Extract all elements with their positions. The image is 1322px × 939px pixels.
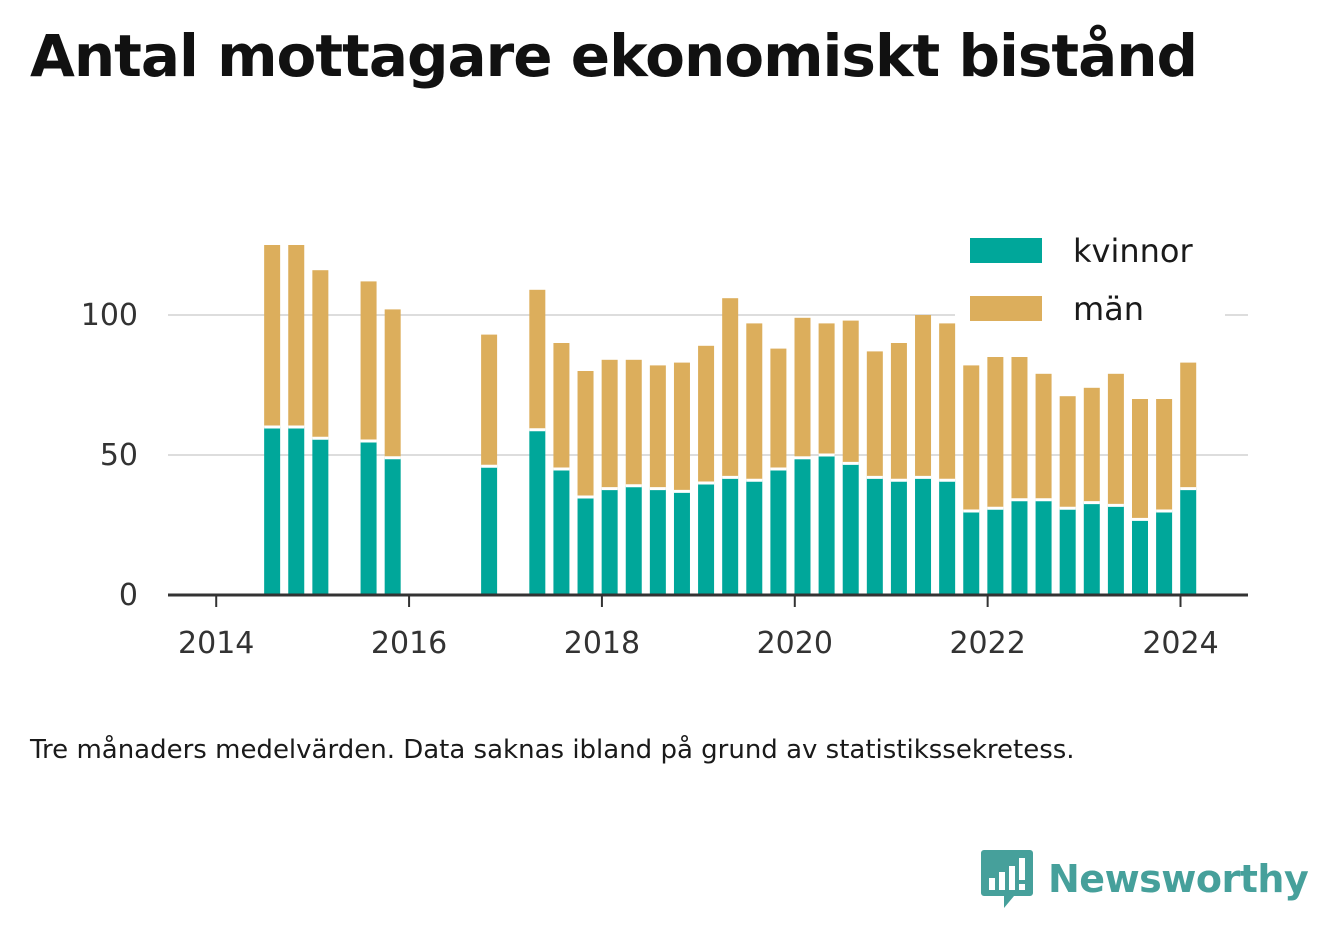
bars bbox=[264, 245, 1197, 595]
x-tick-label: 2024 bbox=[1142, 626, 1218, 661]
bar-kvinnor bbox=[529, 429, 546, 595]
bar-man bbox=[842, 320, 859, 464]
bar-man bbox=[649, 365, 666, 489]
bar-man bbox=[963, 365, 980, 511]
x-tick-label: 2018 bbox=[564, 626, 640, 661]
y-tick-label: 50 bbox=[100, 438, 138, 473]
bar-kvinnor bbox=[649, 488, 666, 595]
bar-man bbox=[722, 298, 739, 478]
x-tick-label: 2022 bbox=[949, 626, 1025, 661]
bar-man bbox=[939, 323, 956, 481]
bar-man bbox=[312, 270, 329, 439]
bar-kvinnor bbox=[1107, 505, 1124, 595]
bar-man bbox=[1011, 357, 1028, 500]
bar-man bbox=[770, 348, 787, 469]
bar-kvinnor bbox=[1156, 511, 1173, 595]
bar-man bbox=[866, 351, 883, 478]
x-tick-label: 2020 bbox=[757, 626, 833, 661]
footnote: Tre månaders medelvärden. Data saknas ib… bbox=[30, 735, 1075, 765]
bar-kvinnor bbox=[1132, 519, 1148, 595]
bar-man bbox=[915, 315, 932, 478]
bar-man bbox=[264, 245, 281, 427]
bar-kvinnor bbox=[360, 441, 377, 595]
bar-kvinnor bbox=[1059, 508, 1076, 595]
bar-man bbox=[288, 245, 305, 427]
bar-kvinnor bbox=[577, 497, 594, 595]
bar-man bbox=[625, 359, 642, 486]
bar-man bbox=[481, 334, 498, 467]
legend-label: män bbox=[1073, 290, 1144, 328]
bar-man bbox=[577, 371, 594, 497]
bar-man bbox=[1107, 373, 1124, 506]
bar-kvinnor bbox=[1180, 488, 1197, 595]
bar-man bbox=[794, 317, 811, 458]
bar-chart-speech-bubble-icon bbox=[981, 850, 1033, 908]
legend: kvinnor män bbox=[955, 228, 1225, 328]
bar-kvinnor bbox=[673, 491, 690, 595]
bar-man bbox=[673, 362, 690, 492]
bar-kvinnor bbox=[866, 477, 883, 595]
bar-kvinnor bbox=[987, 508, 1004, 595]
logo-text: Newsworthy bbox=[1048, 857, 1309, 901]
bar-kvinnor bbox=[915, 477, 932, 595]
bar-man bbox=[1035, 373, 1052, 500]
axes: 0 50 100 2014 2016 2018 2020 2022 2024 bbox=[81, 298, 1248, 661]
bar-kvinnor bbox=[963, 511, 980, 595]
bar-kvinnor bbox=[842, 463, 859, 595]
bar-man bbox=[987, 357, 1004, 509]
bar-man bbox=[1180, 362, 1197, 489]
bar-kvinnor bbox=[890, 480, 907, 595]
bar-kvinnor bbox=[601, 488, 618, 595]
bar-man bbox=[818, 323, 835, 455]
bar-kvinnor bbox=[1083, 502, 1100, 595]
bar-man bbox=[529, 289, 546, 430]
bar-man bbox=[1059, 396, 1076, 509]
bar-man bbox=[890, 343, 907, 481]
chart-title: Antal mottagare ekonomiskt bistånd bbox=[30, 22, 1198, 90]
legend-swatch bbox=[970, 296, 1042, 321]
stacked-bar-chart: 0 50 100 2014 2016 2018 2020 2022 2024 kvinnor mä… bbox=[80, 228, 1248, 661]
legend-swatch bbox=[970, 238, 1042, 263]
bar-kvinnor bbox=[384, 457, 401, 595]
y-tick-label: 0 bbox=[119, 578, 138, 613]
bar-kvinnor bbox=[746, 480, 763, 595]
bar-kvinnor bbox=[1011, 499, 1028, 595]
bar-kvinnor bbox=[794, 457, 811, 595]
bar-man bbox=[601, 359, 618, 489]
bar-man bbox=[553, 343, 570, 469]
bar-man bbox=[384, 309, 401, 458]
bar-kvinnor bbox=[312, 438, 329, 595]
bar-kvinnor bbox=[553, 469, 570, 595]
bar-kvinnor bbox=[1035, 499, 1052, 595]
bar-man bbox=[1132, 399, 1148, 520]
x-tick-label: 2016 bbox=[371, 626, 447, 661]
bar-kvinnor bbox=[264, 427, 281, 595]
x-tick-label: 2014 bbox=[178, 626, 254, 661]
bar-kvinnor bbox=[481, 466, 498, 595]
bar-man bbox=[746, 323, 763, 481]
legend-label: kvinnor bbox=[1073, 232, 1194, 270]
bar-kvinnor bbox=[625, 485, 642, 595]
bar-man bbox=[1156, 399, 1173, 511]
bar-kvinnor bbox=[722, 477, 739, 595]
bar-kvinnor bbox=[288, 427, 305, 595]
bar-kvinnor bbox=[698, 483, 715, 595]
bar-man bbox=[1083, 387, 1100, 503]
bar-kvinnor bbox=[939, 480, 956, 595]
bar-man bbox=[698, 345, 715, 483]
newsworthy-logo: Newsworthy bbox=[980, 848, 1309, 910]
bar-kvinnor bbox=[770, 469, 787, 595]
y-tick-label: 100 bbox=[81, 298, 138, 333]
bar-kvinnor bbox=[818, 455, 835, 595]
bar-man bbox=[360, 281, 377, 441]
